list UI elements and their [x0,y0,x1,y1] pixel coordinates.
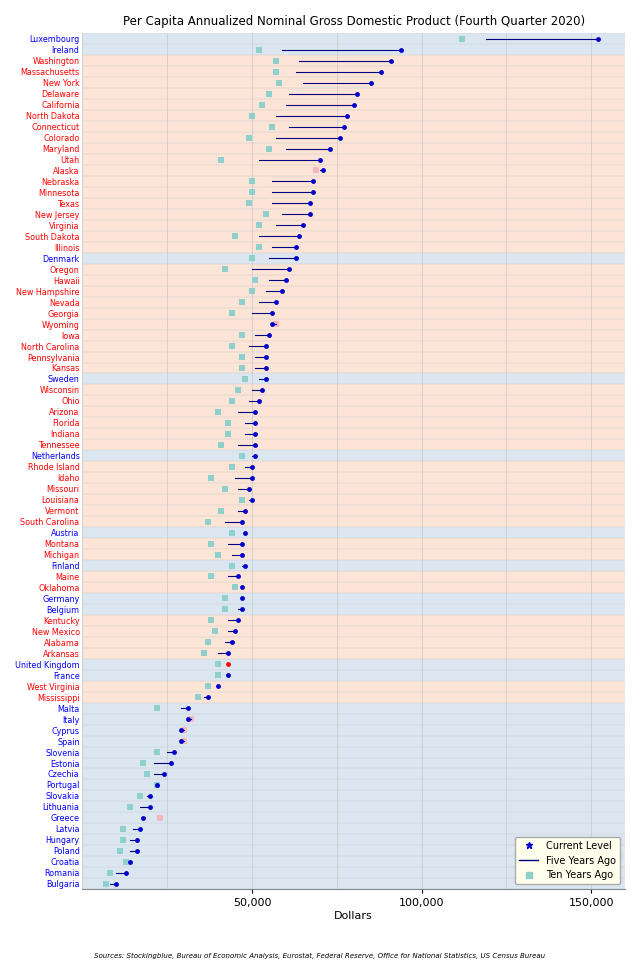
Bar [83,846,625,856]
Bar [83,34,625,44]
Bar [83,812,625,824]
Bar [83,757,625,769]
Bar [83,867,625,878]
Text: Sources: Stockingblue, Bureau of Economic Analysis, Eurostat, Federal Reserve, O: Sources: Stockingblue, Bureau of Economi… [95,953,545,959]
Bar [83,264,625,275]
Bar [83,230,625,242]
Bar [83,363,625,373]
Bar [83,571,625,582]
Bar [83,824,625,834]
Bar [83,681,625,692]
Bar [83,440,625,450]
Bar [83,614,625,626]
Bar [83,648,625,659]
Bar [83,636,625,648]
Bar [83,165,625,176]
Bar [83,527,625,538]
Bar [83,516,625,527]
Bar [83,373,625,384]
Bar [83,176,625,187]
Bar [83,396,625,406]
Bar [83,297,625,307]
Bar [83,703,625,713]
Bar [83,494,625,505]
Bar [83,329,625,341]
Title: Per Capita Annualized Nominal Gross Domestic Product (Fourth Quarter 2020): Per Capita Annualized Nominal Gross Dome… [123,15,585,28]
Bar [83,88,625,99]
Bar [83,856,625,867]
Bar [83,198,625,209]
Bar [83,275,625,286]
Bar [83,307,625,319]
Bar [83,154,625,165]
Bar [83,560,625,571]
Bar [83,66,625,77]
Bar [83,286,625,297]
Bar [83,209,625,220]
Bar [83,692,625,703]
Bar [83,593,625,604]
Bar [83,99,625,110]
Bar [83,735,625,747]
Bar [83,878,625,889]
Bar [83,56,625,66]
Bar [83,242,625,252]
Legend: Current Level, Five Years Ago, Ten Years Ago: Current Level, Five Years Ago, Ten Years… [515,837,620,884]
Bar [83,319,625,329]
Bar [83,604,625,614]
X-axis label: Dollars: Dollars [334,911,373,921]
Bar [83,549,625,560]
Bar [83,505,625,516]
Bar [83,341,625,351]
Bar [83,143,625,154]
Bar [83,725,625,735]
Bar [83,132,625,143]
Bar [83,538,625,549]
Bar [83,187,625,198]
Bar [83,780,625,790]
Bar [83,110,625,121]
Bar [83,77,625,88]
Bar [83,44,625,56]
Bar [83,670,625,681]
Bar [83,626,625,636]
Bar [83,450,625,461]
Bar [83,121,625,132]
Bar [83,428,625,440]
Bar [83,834,625,846]
Bar [83,252,625,264]
Bar [83,461,625,472]
Bar [83,384,625,396]
Bar [83,406,625,418]
Bar [83,802,625,812]
Bar [83,659,625,670]
Bar [83,747,625,757]
Bar [83,472,625,483]
Bar [83,418,625,428]
Bar [83,483,625,494]
Bar [83,769,625,780]
Bar [83,713,625,725]
Bar [83,351,625,363]
Bar [83,582,625,593]
Bar [83,220,625,230]
Bar [83,790,625,802]
